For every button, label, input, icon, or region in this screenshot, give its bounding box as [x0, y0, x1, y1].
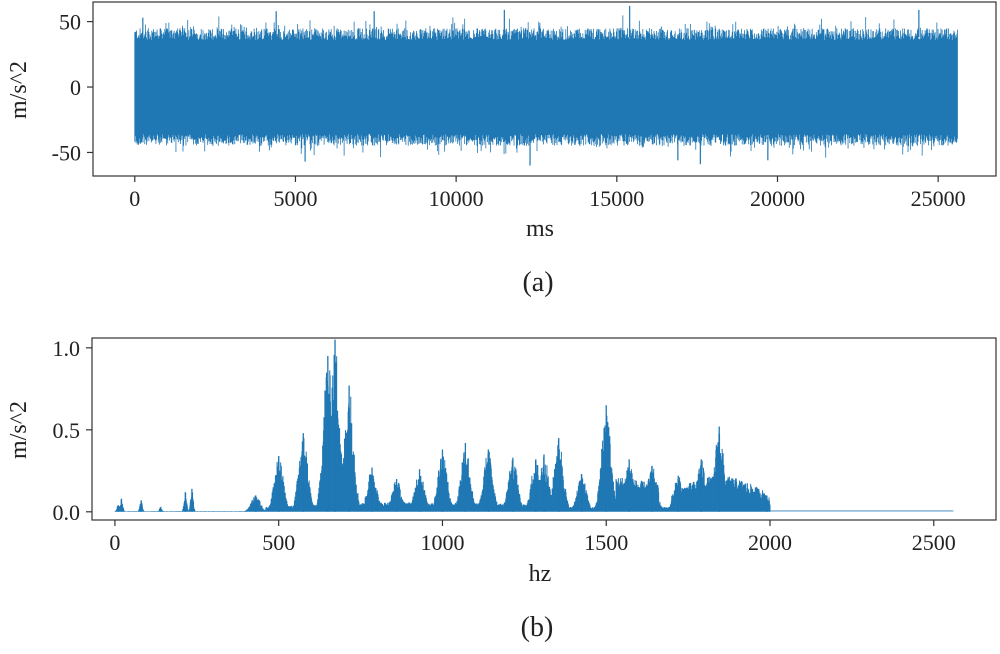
xtick-label: 2500: [912, 530, 956, 555]
xlabel-b: hz: [529, 561, 552, 587]
ticks-b: 0 500 1000 1500 2000 2500 1.0 0.5 0.0: [53, 336, 956, 555]
xtick-label: 2000: [748, 530, 792, 555]
caption-a: (a): [522, 267, 553, 298]
spectrum-line: [114, 342, 771, 512]
panel-a-time-signal: 0 5000 10000 15000 20000 25000 50 0 -50 ms m/s^2…: [6, 1, 997, 298]
plot-frame-a: [92, 1, 997, 177]
xtick-label: 0: [129, 186, 140, 211]
ytick-label: 0: [70, 75, 81, 100]
xtick-label: 0: [109, 530, 120, 555]
xtick-label: 20000: [750, 186, 805, 211]
series-a-marks: [134, 5, 958, 166]
signal-line: [134, 15, 958, 158]
panel-b-spectrum: 0 500 1000 1500 2000 2500 1.0 0.5 0.0 hz m/s^2 (…: [6, 336, 997, 643]
ytick-label: 0.5: [53, 418, 81, 443]
ticks-a: 0 5000 10000 15000 20000 25000 50 0 -50: [52, 10, 966, 211]
xtick-label: 10000: [429, 186, 484, 211]
xtick-label: 1500: [584, 530, 628, 555]
ytick-label: 50: [59, 10, 81, 35]
xtick-label: 5000: [273, 186, 317, 211]
xtick-label: 15000: [589, 186, 644, 211]
ytick-label: 0.0: [53, 500, 81, 525]
ylabel-a: m/s^2: [6, 61, 32, 119]
xtick-label: 25000: [911, 186, 966, 211]
ytick-label: -50: [52, 140, 81, 165]
plot-frame-b: [91, 337, 997, 521]
xtick-label: 1000: [420, 530, 464, 555]
ytick-label: 1.0: [53, 336, 81, 361]
xlabel-a: ms: [526, 216, 554, 242]
series-b-marks: [114, 339, 954, 512]
xtick-label: 500: [262, 530, 295, 555]
ylabel-b: m/s^2: [6, 401, 32, 459]
caption-b: (b): [521, 612, 554, 643]
